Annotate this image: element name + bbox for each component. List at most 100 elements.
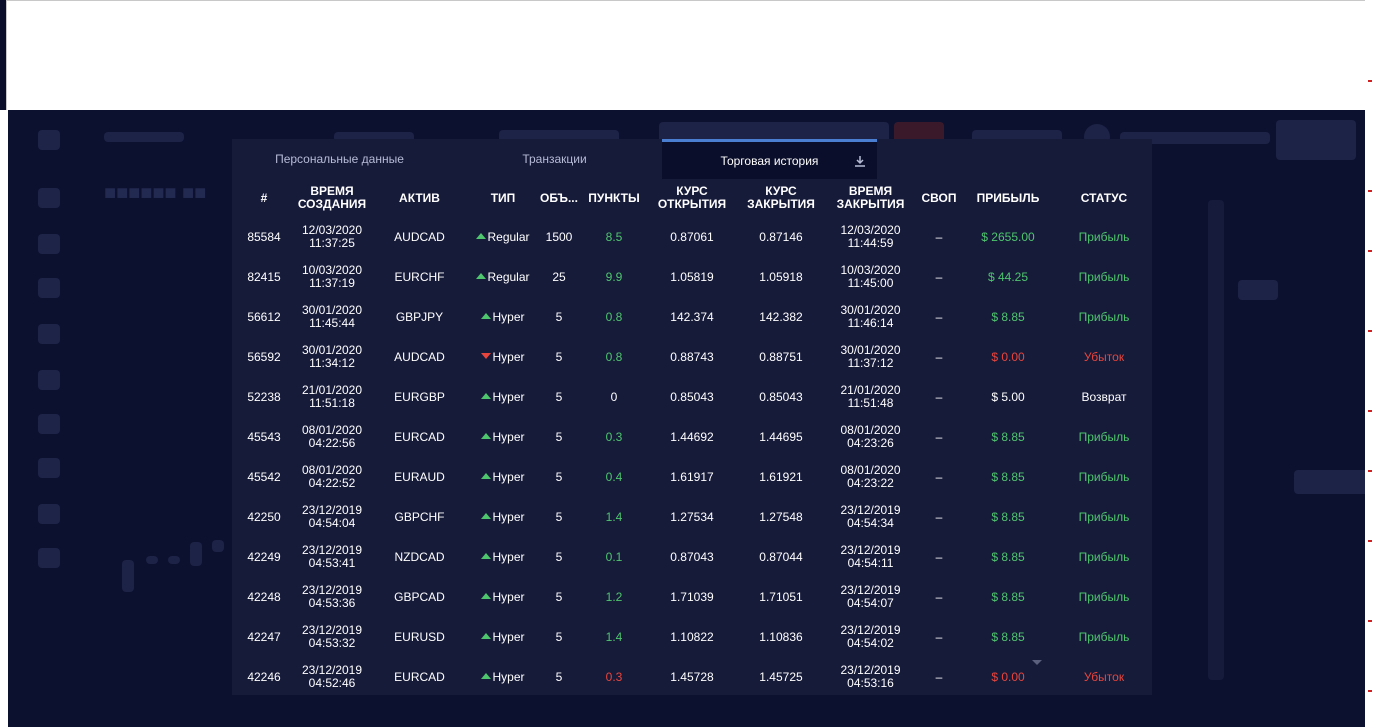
table-row[interactable]: 42248 23/12/2019 04:53:36 GBPCAD Hyper 5 1.2 1.… bbox=[232, 577, 1152, 617]
trade-id: 85584 bbox=[247, 229, 281, 244]
trade-type: Regular bbox=[471, 217, 535, 257]
trade-id: 56592 bbox=[247, 349, 281, 364]
volume: 5 bbox=[555, 429, 563, 444]
col-header-volume[interactable]: ОБЪ... bbox=[540, 190, 578, 205]
volume: 5 bbox=[555, 349, 563, 364]
table-row[interactable]: 82415 10/03/2020 11:37:19 EURCHF Regular 25 9.… bbox=[232, 257, 1152, 297]
trade-type: Hyper bbox=[471, 577, 535, 617]
profit: $ 8.85 bbox=[991, 309, 1025, 324]
closed-time: 23/12/2019 04:54:34 bbox=[840, 503, 901, 530]
profit: $ 8.85 bbox=[991, 549, 1025, 564]
table-row[interactable]: 56592 30/01/2020 11:34:12 AUDCAD Hyper 5 0.8 0.… bbox=[232, 337, 1152, 377]
close-rate: 1.05918 bbox=[759, 269, 803, 284]
swap: – bbox=[935, 549, 943, 564]
col-header-points[interactable]: ПУНКТЫ bbox=[588, 190, 640, 205]
close-rate: 0.87044 bbox=[759, 549, 803, 564]
profit: $ 0.00 bbox=[991, 669, 1025, 684]
background-asset-title: ■■■■■■ ■■ bbox=[104, 182, 207, 204]
asset: EURCAD bbox=[394, 669, 445, 684]
tab-transactions[interactable]: Транзакции bbox=[447, 139, 662, 179]
col-header-type[interactable]: ТИП bbox=[490, 190, 516, 205]
trade-id: 56612 bbox=[247, 309, 281, 324]
col-header-created[interactable]: ВРЕМЯ СОЗДАНИЯ bbox=[297, 184, 367, 211]
volume: 5 bbox=[555, 589, 563, 604]
table-row[interactable]: 45542 08/01/2020 04:22:52 EURAUD Hyper 5 0.4 1.… bbox=[232, 457, 1152, 497]
arrow-up-icon bbox=[481, 673, 492, 680]
swap: – bbox=[935, 229, 943, 244]
trade-id: 42246 bbox=[247, 669, 281, 684]
arrow-down-icon bbox=[481, 353, 492, 360]
download-icon[interactable] bbox=[853, 154, 867, 168]
profit: $ 8.85 bbox=[991, 429, 1025, 444]
left-edge-strip bbox=[0, 110, 8, 727]
created-time: 30/01/2020 11:34:12 bbox=[301, 343, 363, 370]
col-header-closed-time[interactable]: ВРЕМЯ ЗАКРЫТИЯ bbox=[836, 184, 905, 211]
col-header-close-rate[interactable]: КУРС ЗАКРЫТИЯ bbox=[747, 184, 815, 211]
closed-time: 30/01/2020 11:46:14 bbox=[840, 303, 901, 330]
closed-time: 30/01/2020 11:37:12 bbox=[840, 343, 901, 370]
table-row[interactable]: 42249 23/12/2019 04:53:41 NZDCAD Hyper 5 0.1 0.… bbox=[232, 537, 1152, 577]
trade-type: Hyper bbox=[471, 537, 535, 577]
open-rate: 1.05819 bbox=[670, 269, 714, 284]
swap: – bbox=[935, 429, 943, 444]
trade-type: Regular bbox=[471, 257, 535, 297]
created-time: 23/12/2019 04:54:04 bbox=[301, 503, 363, 530]
profit: $ 8.85 bbox=[991, 629, 1025, 644]
volume: 5 bbox=[555, 549, 563, 564]
points: 0.8 bbox=[605, 309, 623, 324]
trade-type: Hyper bbox=[471, 417, 535, 457]
trade-id: 42249 bbox=[247, 549, 281, 564]
open-rate: 0.88743 bbox=[670, 349, 714, 364]
table-row[interactable]: 56612 30/01/2020 11:45:44 GBPJPY Hyper 5 0.8 14… bbox=[232, 297, 1152, 337]
closed-time: 21/01/2020 11:51:48 bbox=[840, 383, 901, 410]
col-header-asset[interactable]: АКТИВ bbox=[399, 190, 440, 205]
trade-id: 45543 bbox=[247, 429, 281, 444]
profit: $ 44.25 bbox=[987, 269, 1029, 284]
asset: EURUSD bbox=[394, 629, 445, 644]
col-header-id[interactable]: # bbox=[260, 190, 268, 205]
asset: EURAUD bbox=[394, 469, 445, 484]
created-time: 23/12/2019 04:52:46 bbox=[301, 663, 363, 690]
volume: 5 bbox=[555, 669, 563, 684]
profit: $ 0.00 bbox=[991, 349, 1025, 364]
table-row[interactable]: 42246 23/12/2019 04:52:46 EURCAD Hyper 5 0.3 1.… bbox=[232, 657, 1152, 697]
points: 1.4 bbox=[605, 509, 623, 524]
tab-personal-data[interactable]: Персональные данные bbox=[232, 139, 447, 179]
closed-time: 23/12/2019 04:54:02 bbox=[840, 623, 901, 650]
created-time: 08/01/2020 04:22:56 bbox=[301, 423, 363, 450]
asset: NZDCAD bbox=[394, 549, 445, 564]
asset: AUDCAD bbox=[394, 229, 445, 244]
trade-history-table: # ВРЕМЯ СОЗДАНИЯ АКТИВ ТИП ОБЪ... ПУНКТЫ … bbox=[232, 179, 1152, 697]
table-row[interactable]: 42250 23/12/2019 04:54:04 GBPCHF Hyper 5 1.4 1.… bbox=[232, 497, 1152, 537]
col-header-open-rate[interactable]: КУРС ОТКРЫТИЯ bbox=[657, 184, 727, 211]
profit: $ 5.00 bbox=[991, 389, 1025, 404]
trade-id: 82415 bbox=[247, 269, 281, 284]
col-header-swap[interactable]: СВОП bbox=[921, 190, 957, 205]
asset: EURCAD bbox=[394, 429, 445, 444]
volume: 5 bbox=[555, 309, 563, 324]
close-rate: 1.61921 bbox=[759, 469, 803, 484]
volume: 25 bbox=[552, 269, 566, 284]
closed-time: 23/12/2019 04:54:07 bbox=[840, 583, 901, 610]
col-header-profit[interactable]: ПРИБЫЛЬ bbox=[976, 190, 1040, 205]
created-time: 10/03/2020 11:37:19 bbox=[301, 263, 363, 290]
arrow-up-icon bbox=[481, 473, 492, 480]
swap: – bbox=[935, 309, 943, 324]
table-row[interactable]: 85584 12/03/2020 11:37:25 AUDCAD Regular 1500… bbox=[232, 217, 1152, 257]
modal-tabs: Персональные данные Транзакции Торговая … bbox=[232, 139, 1152, 179]
table-row[interactable]: 42247 23/12/2019 04:53:32 EURUSD Hyper 5 1.4 1.… bbox=[232, 617, 1152, 657]
table-row[interactable]: 52238 21/01/2020 11:51:18 EURGBP Hyper 5 0 0.85… bbox=[232, 377, 1152, 417]
volume: 5 bbox=[555, 469, 563, 484]
arrow-up-icon bbox=[481, 393, 492, 400]
closed-time: 10/03/2020 11:45:00 bbox=[840, 263, 901, 290]
points: 0.3 bbox=[605, 669, 623, 684]
tab-trade-history[interactable]: Торговая история bbox=[662, 139, 877, 179]
table-row[interactable]: 45543 08/01/2020 04:22:56 EURCAD Hyper 5 0.3 1.… bbox=[232, 417, 1152, 457]
points: 9.9 bbox=[605, 269, 623, 284]
created-time: 23/12/2019 04:53:41 bbox=[301, 543, 363, 570]
created-time: 21/01/2020 11:51:18 bbox=[301, 383, 363, 410]
col-header-status[interactable]: СТАТУС bbox=[1080, 190, 1128, 205]
scroll-down-caret-icon[interactable] bbox=[1032, 660, 1042, 665]
tab-label: Торговая история bbox=[720, 153, 819, 168]
close-rate: 1.45725 bbox=[759, 669, 803, 684]
